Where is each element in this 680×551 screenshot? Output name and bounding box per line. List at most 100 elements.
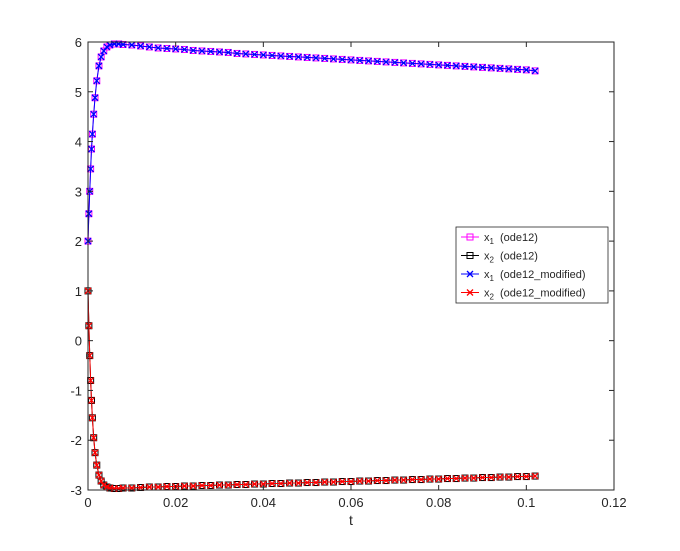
data-point xyxy=(88,414,96,422)
x-tick-label: 0.02 xyxy=(163,495,188,510)
data-point xyxy=(277,480,285,487)
data-point xyxy=(97,53,105,61)
data-point xyxy=(365,477,372,485)
y-tick-label: 3 xyxy=(75,184,82,199)
data-point xyxy=(347,478,355,485)
data-point xyxy=(321,54,329,62)
x-tick-label: 0.06 xyxy=(338,495,363,510)
data-point xyxy=(286,52,294,60)
data-point xyxy=(443,475,451,483)
legend-item-3: x1 (ode12_modified) xyxy=(461,269,586,283)
series-layer xyxy=(84,40,539,493)
data-point xyxy=(312,479,320,486)
legend-item-1: x1 (ode12) xyxy=(461,232,538,246)
legend-label: x1 (ode12) xyxy=(484,232,538,246)
data-point xyxy=(224,48,232,56)
data-point xyxy=(505,473,513,481)
data-point xyxy=(496,473,504,481)
data-point xyxy=(85,322,93,330)
data-point xyxy=(251,480,259,488)
x-tick-label: 0 xyxy=(84,495,91,510)
x-axis-label: t xyxy=(349,512,353,528)
data-point xyxy=(242,50,250,58)
data-point xyxy=(400,476,408,484)
data-point xyxy=(145,43,153,51)
data-point xyxy=(97,477,105,485)
data-point xyxy=(154,44,162,52)
data-point xyxy=(95,62,103,70)
data-point xyxy=(137,42,145,50)
series-line xyxy=(87,43,536,242)
data-point xyxy=(382,477,390,485)
data-point xyxy=(216,481,223,489)
data-point xyxy=(286,479,294,487)
data-point xyxy=(461,474,469,482)
data-point xyxy=(522,66,530,74)
data-point xyxy=(128,41,136,49)
legend-marker xyxy=(466,252,474,259)
data-point xyxy=(531,472,539,480)
data-point xyxy=(251,50,259,58)
data-point xyxy=(435,61,443,69)
data-point xyxy=(259,51,267,59)
data-point xyxy=(242,481,250,488)
data-point xyxy=(303,479,311,486)
data-point xyxy=(93,77,101,85)
data-point xyxy=(391,476,399,484)
y-tick-label: 6 xyxy=(75,35,82,50)
data-point xyxy=(408,476,416,484)
data-point xyxy=(103,43,111,51)
data-point xyxy=(189,47,197,54)
data-point xyxy=(294,479,302,487)
data-point xyxy=(373,57,381,65)
data-point xyxy=(100,481,108,489)
legend-label: x2 (ode12_modified) xyxy=(484,288,586,302)
legend-marker xyxy=(466,233,474,241)
y-tick-label: 1 xyxy=(75,284,82,299)
data-point xyxy=(154,483,162,491)
data-point xyxy=(338,55,346,63)
data-point xyxy=(382,58,390,66)
data-point xyxy=(189,482,197,490)
data-point xyxy=(224,481,232,489)
data-point xyxy=(417,60,425,68)
data-point xyxy=(373,477,381,485)
data-point xyxy=(487,474,495,482)
data-point xyxy=(91,449,99,457)
data-point xyxy=(312,54,320,62)
data-point xyxy=(180,482,188,490)
y-tick-label: 0 xyxy=(75,334,82,349)
data-point xyxy=(233,49,241,57)
axes-layer: 0 0.02 0.04 0.06 0.08 0.1 0.12 -3 -2 -1 0 1 2 3 4 5 6 xyxy=(70,35,626,510)
data-point xyxy=(145,483,153,491)
data-point xyxy=(330,478,337,486)
y-tick-label: -2 xyxy=(70,433,82,448)
data-point xyxy=(87,165,95,173)
data-point xyxy=(452,475,460,483)
data-point xyxy=(487,64,495,72)
data-point xyxy=(95,471,103,479)
data-point xyxy=(443,61,451,69)
data-point xyxy=(426,60,434,68)
data-point xyxy=(172,45,180,53)
data-point xyxy=(216,48,223,56)
data-point xyxy=(259,480,267,488)
data-point xyxy=(88,396,95,404)
data-point xyxy=(163,45,171,52)
data-point xyxy=(505,65,513,73)
data-point xyxy=(294,53,302,61)
data-point xyxy=(514,65,522,73)
data-point xyxy=(408,59,416,67)
data-point xyxy=(198,47,206,55)
y-tick-label: -3 xyxy=(70,483,82,498)
data-point xyxy=(470,474,478,482)
data-point xyxy=(531,67,539,75)
data-point xyxy=(93,461,101,469)
x-tick-label: 0.1 xyxy=(517,495,535,510)
data-point xyxy=(522,473,530,481)
data-point xyxy=(207,47,215,55)
data-point xyxy=(347,56,355,64)
x-tick-label: 0.04 xyxy=(251,495,276,510)
data-point xyxy=(88,130,96,138)
data-point xyxy=(88,145,95,153)
